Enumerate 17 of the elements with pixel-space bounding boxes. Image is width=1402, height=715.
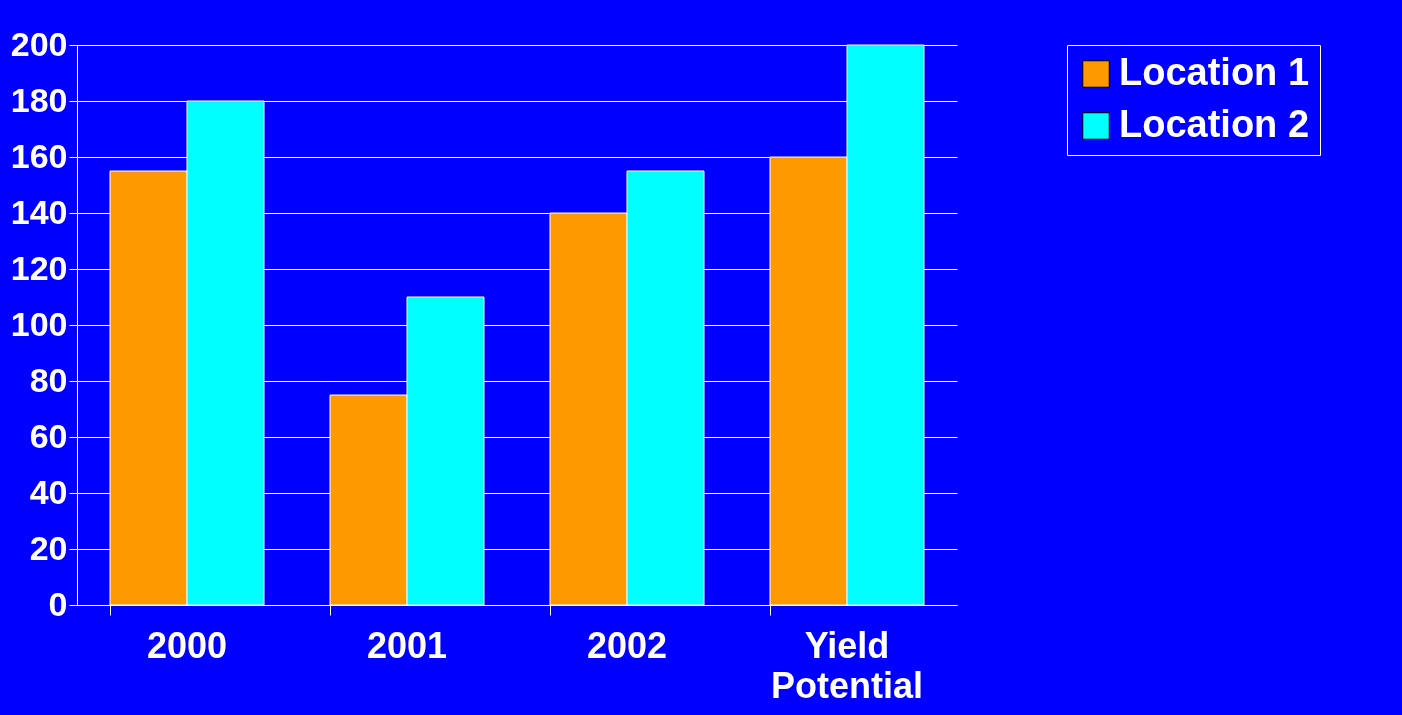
x-tick-label: 2001 bbox=[366, 624, 448, 666]
y-tick-label: 160 bbox=[10, 136, 68, 175]
legend-label: Location 2 bbox=[1119, 103, 1310, 145]
x-tick-label: 2002 bbox=[586, 624, 668, 666]
y-tick-label: 120 bbox=[10, 248, 68, 287]
y-tick-label: 60 bbox=[29, 416, 68, 455]
y-tick-label: 200 bbox=[10, 24, 68, 63]
x-tick-label: 2000 bbox=[146, 624, 228, 666]
y-tick-label: 140 bbox=[10, 192, 68, 231]
y-tick-label: 40 bbox=[29, 472, 68, 511]
legend-label: Location 1 bbox=[1119, 51, 1310, 93]
y-tick-label: 0 bbox=[48, 584, 68, 623]
x-tick-label: Yield Potential bbox=[770, 624, 924, 706]
y-tick-label: 80 bbox=[29, 360, 68, 399]
y-tick-label: 20 bbox=[29, 528, 68, 567]
y-tick-label: 180 bbox=[10, 80, 68, 119]
y-tick-label: 100 bbox=[10, 304, 68, 343]
